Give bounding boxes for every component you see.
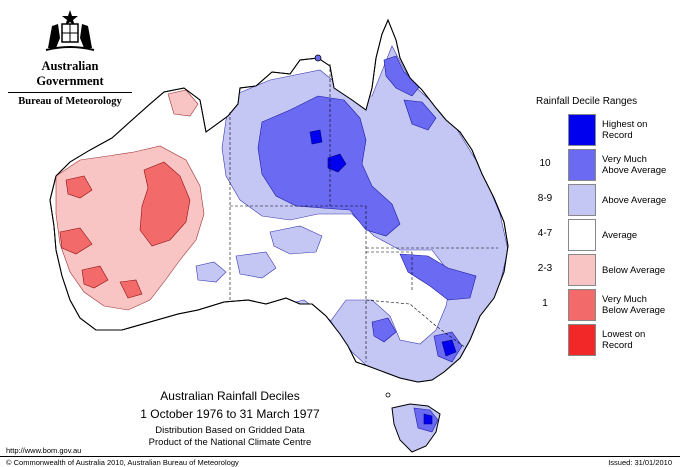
legend-item-code: 4-7 bbox=[537, 228, 553, 239]
legend-item-label-line2: Above Average bbox=[602, 165, 667, 176]
state-borders bbox=[229, 64, 498, 362]
legend-item-label: Below Average bbox=[602, 254, 672, 286]
government-header: Australian Government Bureau of Meteorol… bbox=[8, 8, 132, 107]
legend-item: 1 Very Much Below Average bbox=[530, 289, 670, 322]
region-very-much-below-average bbox=[59, 227, 93, 255]
region-above-average bbox=[195, 261, 227, 283]
map-subtitle-1: Distribution Based on Gridded Data bbox=[155, 425, 305, 436]
legend-item-label: Lowest on Record bbox=[602, 324, 672, 356]
legend-item-label: Average bbox=[602, 219, 672, 251]
legend-item: 8-9 Above Average bbox=[530, 184, 670, 217]
copyright-text: © Commonwealth of Australia 2010, Austra… bbox=[6, 458, 239, 467]
region-above-average bbox=[235, 251, 277, 279]
region-highest-on-record bbox=[327, 153, 347, 173]
legend-item: 10 Very Much Above Average bbox=[530, 149, 670, 182]
legend-item-swatch bbox=[568, 114, 596, 146]
legend-item-label-line1: Highest on bbox=[602, 119, 648, 130]
legend-item-swatch bbox=[568, 184, 596, 216]
island bbox=[385, 392, 391, 398]
legend-item-swatch bbox=[568, 289, 596, 321]
legend-item-swatch bbox=[568, 254, 596, 286]
legend-item-label-line1: Average bbox=[602, 229, 638, 241]
legend-item-code: 10 bbox=[539, 158, 551, 169]
legend-item-label: Very Much Below Average bbox=[602, 289, 672, 321]
legend-item-label-line1: Very Much bbox=[602, 154, 647, 165]
bureau-name: Bureau of Meteorology bbox=[18, 96, 122, 107]
legend-item: 4-7 Average bbox=[530, 219, 670, 252]
region-very-much-above-average bbox=[403, 99, 437, 131]
region-above-average bbox=[269, 225, 323, 255]
region-very-much-above-average bbox=[371, 317, 397, 343]
tasmania bbox=[391, 403, 441, 453]
legend-item-code: 1 bbox=[542, 298, 548, 309]
region-very-much-below-average bbox=[81, 265, 109, 289]
legend-item-label-line2: Record bbox=[602, 130, 633, 141]
legend-item-code: 8-9 bbox=[537, 193, 553, 204]
region-very-much-below-average bbox=[65, 175, 93, 199]
legend-item-swatch bbox=[568, 149, 596, 181]
map-date-range: 1 October 1976 to 31 March 1977 bbox=[140, 407, 320, 421]
legend-item-code: 2-3 bbox=[537, 263, 553, 274]
government-name: Australian Government bbox=[8, 59, 132, 93]
region-very-much-above-average bbox=[399, 253, 477, 301]
region-highest-on-record bbox=[309, 129, 323, 145]
legend-item-label-line1: Below Average bbox=[602, 264, 666, 276]
map-title-block: Australian Rainfall Deciles 1 October 19… bbox=[110, 389, 350, 448]
map-title: Australian Rainfall Deciles bbox=[160, 389, 300, 403]
bom-url-link[interactable]: http://www.bom.gov.au bbox=[6, 446, 82, 455]
legend-item-label-line1: Lowest on bbox=[602, 329, 646, 340]
legend-item-label-line2: Record bbox=[602, 340, 633, 351]
map-subtitle-2: Product of the National Climate Centre bbox=[148, 437, 312, 448]
island bbox=[314, 54, 322, 62]
legend-title: Rainfall Decile Ranges bbox=[536, 96, 638, 107]
tasmania-highest-on-record bbox=[423, 413, 433, 425]
legend-item-swatch bbox=[568, 324, 596, 356]
legend-item-swatch bbox=[568, 219, 596, 251]
legend-item-label-line1: Very Much bbox=[602, 294, 647, 305]
region-highest-on-record bbox=[441, 339, 457, 357]
coat-of-arms-icon bbox=[45, 10, 95, 51]
region-very-much-above-average bbox=[383, 55, 421, 97]
legend-item: Lowest on Record bbox=[530, 324, 670, 357]
legend-item: Highest on Record bbox=[530, 114, 670, 147]
legend-item: 2-3 Below Average bbox=[530, 254, 670, 287]
legend-item-label: Very Much Above Average bbox=[602, 149, 672, 181]
legend-item-label-line1: Above Average bbox=[602, 194, 667, 206]
region-below-average bbox=[167, 89, 199, 117]
mainland-border bbox=[49, 18, 509, 383]
region-very-much-below-average bbox=[139, 161, 191, 247]
footer-divider bbox=[0, 456, 680, 457]
legend-item-label: Above Average bbox=[602, 184, 672, 216]
issued-date: Issued: 31/01/2010 bbox=[608, 458, 672, 467]
legend-item-label: Highest on Record bbox=[602, 114, 672, 146]
region-very-much-below-average bbox=[119, 279, 143, 299]
legend-item-label-line2: Below Average bbox=[602, 305, 666, 316]
